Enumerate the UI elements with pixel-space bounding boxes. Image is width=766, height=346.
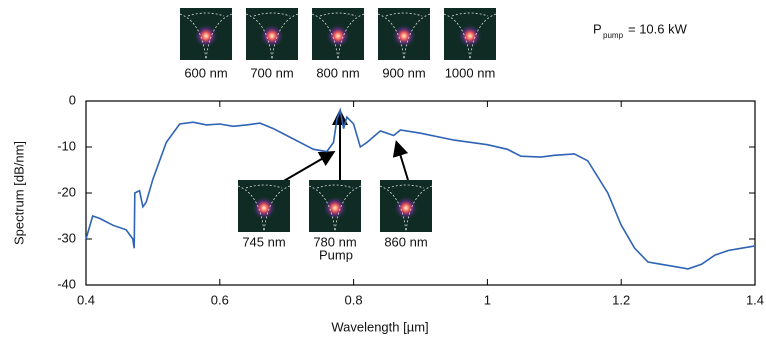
x-tick-label: 0.4 [77,292,95,307]
y-tick-label: -40 [57,276,76,291]
pump-symbol: P [593,21,602,36]
mode-spot [458,24,482,48]
y-tick-label: -10 [57,138,76,153]
x-tick-label: 0.6 [211,292,229,307]
mode-spot [323,196,347,220]
x-tick-label: 0.8 [345,292,363,307]
mode-spot [326,24,350,48]
y-axis-label: Spectrum [dB/nm] [11,141,26,245]
mode-spot [260,24,284,48]
y-tick-label: -30 [57,230,76,245]
inset-label: 600 nm [184,65,227,80]
y-tick-label: -20 [57,184,76,199]
inset-label: 700 nm [250,65,293,80]
x-tick-label: 1 [484,292,491,307]
pump-value: = 10.6 kW [628,21,688,36]
inset-label: 860 nm [384,234,427,249]
inset-label: 745 nm [242,234,285,249]
x-tick-label: 1.4 [746,292,764,307]
mode-spot [194,24,218,48]
arrow [282,153,332,182]
inset-label: 1000 nm [445,65,496,80]
inset-label: 900 nm [382,65,425,80]
chart: Wavelength [µm] Spectrum [dB/nm] P pump … [0,0,766,341]
y-tick-label: 0 [69,92,76,107]
pump-subscript: pump [603,31,624,40]
mode-spot [394,196,418,220]
arrow [397,144,408,180]
x-axis-label: Wavelength [µm] [331,319,428,334]
pump-note: Pump [319,247,353,262]
inset-label: 780 nm [313,234,356,249]
mode-spot [252,196,276,220]
x-tick-label: 1.2 [612,292,630,307]
inset-label: 800 nm [316,65,359,80]
mode-spot [392,24,416,48]
